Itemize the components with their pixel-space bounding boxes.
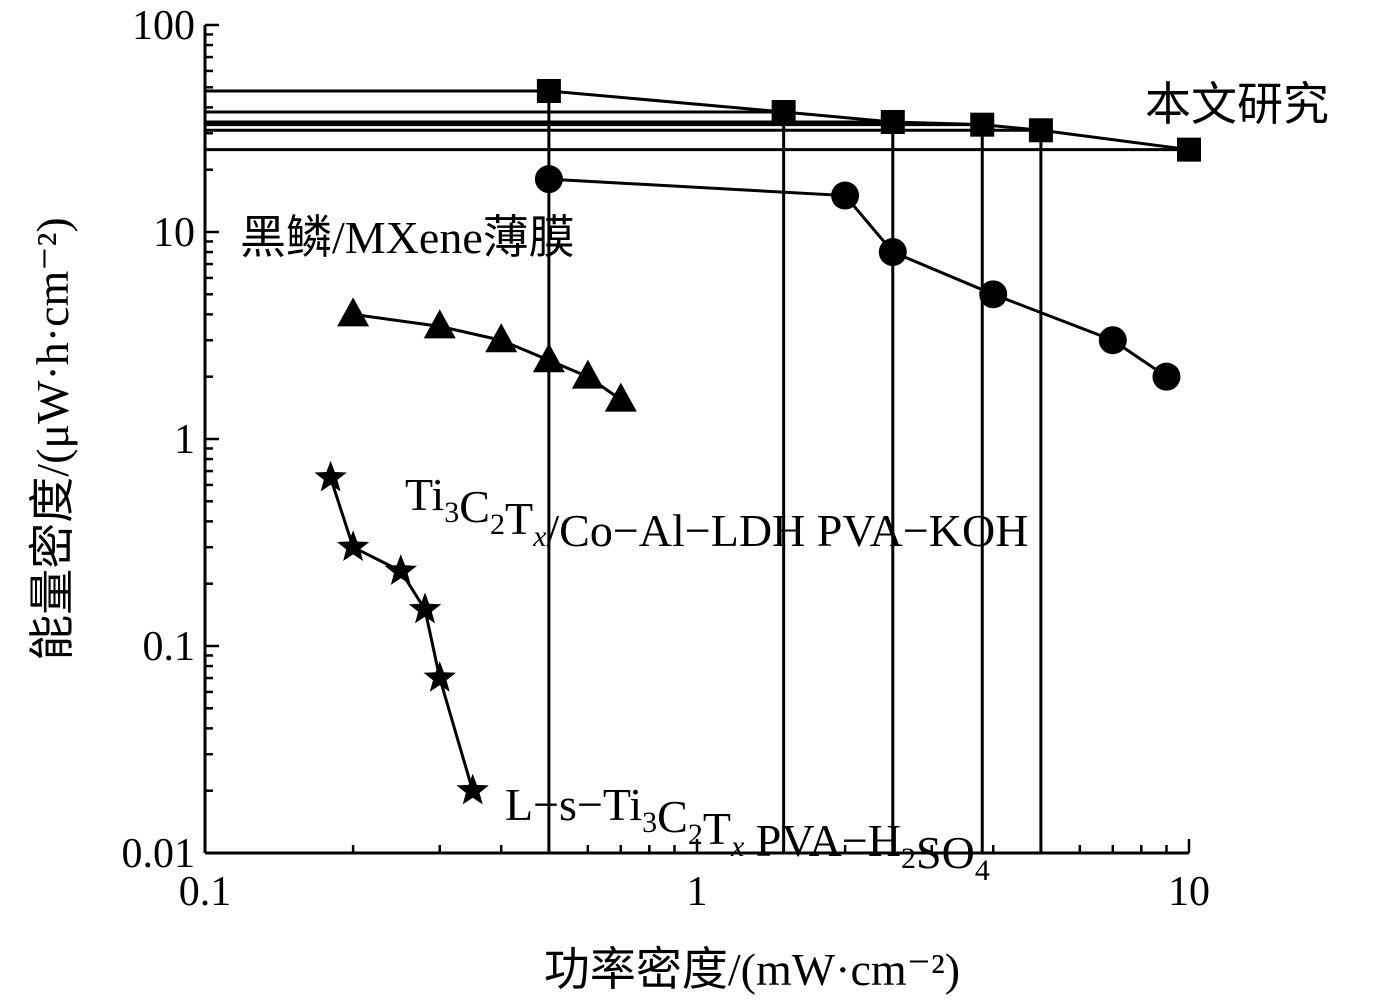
label-part: 4 — [975, 854, 990, 887]
square-marker — [771, 99, 796, 124]
circle-marker — [534, 165, 563, 194]
label-part: 2 — [490, 508, 505, 541]
label-part: C — [459, 481, 490, 532]
y-tick-label: 1 — [174, 417, 195, 463]
triangle-marker — [571, 359, 604, 389]
series-label-ls-ti3c2tx: L−s−Ti3C2Tx PVA−H2SO4 — [505, 779, 990, 887]
label-part: SO — [916, 827, 975, 878]
y-axis-label: 能量密度/(μW·h·cm⁻²) — [27, 217, 78, 660]
star-marker — [384, 554, 417, 585]
series-line-ls-ti3c2tx — [329, 477, 475, 792]
square-marker — [1177, 137, 1201, 162]
label-part: T — [505, 493, 533, 544]
y-tick-label: 0.1 — [143, 624, 196, 670]
label-part: C — [657, 791, 688, 842]
y-tick-label: 100 — [132, 3, 195, 49]
y-tick-label: 0.01 — [122, 831, 196, 877]
x-axis-label: 功率密度/(mW·cm⁻²) — [544, 944, 960, 995]
label-part: 2 — [688, 818, 703, 851]
label-part: /Co−Al−LDH PVA−KOH — [546, 505, 1028, 556]
label-part: 3 — [444, 496, 459, 529]
label-part: T — [703, 803, 731, 854]
label-part: Ti — [405, 469, 444, 520]
label-part: x — [532, 520, 547, 553]
circle-marker — [878, 238, 907, 267]
y-tick-label: 10 — [153, 210, 195, 256]
star-marker — [456, 773, 489, 805]
triangle-marker — [604, 382, 637, 412]
star-marker — [423, 661, 456, 692]
square-marker — [880, 109, 905, 134]
series-label-bp-mxene: 黑鳞/MXene薄膜 — [240, 212, 575, 263]
x-tick-label: 0.1 — [179, 869, 232, 915]
star-marker — [314, 460, 347, 492]
label-part: 2 — [901, 842, 916, 875]
triangle-marker — [485, 323, 518, 353]
x-tick-label: 10 — [1168, 869, 1210, 915]
label-part: 本文研究 — [1145, 79, 1329, 130]
triangle-marker — [423, 309, 456, 339]
label-part: 黑鳞/MXene薄膜 — [240, 212, 575, 263]
star-marker — [336, 530, 370, 561]
series-label-ti3c2tx-coal-ldh: Ti3C2Tx/Co−Al−LDH PVA−KOH — [405, 469, 1028, 556]
triangle-marker — [532, 343, 565, 373]
circle-marker — [1152, 362, 1181, 391]
label-part: x — [730, 830, 745, 863]
series-label-this-work: 本文研究 — [1145, 79, 1329, 130]
label-part: L−s−Ti — [505, 779, 642, 830]
square-marker — [536, 78, 561, 103]
series-line-bp-mxene — [548, 177, 1168, 378]
star-marker — [408, 592, 442, 624]
label-part: 3 — [642, 806, 657, 839]
x-tick-label: 1 — [687, 869, 708, 915]
circle-marker — [979, 280, 1008, 309]
series-line-this-work — [548, 89, 1190, 152]
square-marker — [970, 112, 995, 137]
square-marker — [1028, 118, 1053, 143]
triangle-marker — [337, 297, 370, 327]
label-part: PVA−H — [744, 815, 901, 866]
circle-marker — [1098, 326, 1127, 355]
circle-marker — [831, 181, 860, 210]
